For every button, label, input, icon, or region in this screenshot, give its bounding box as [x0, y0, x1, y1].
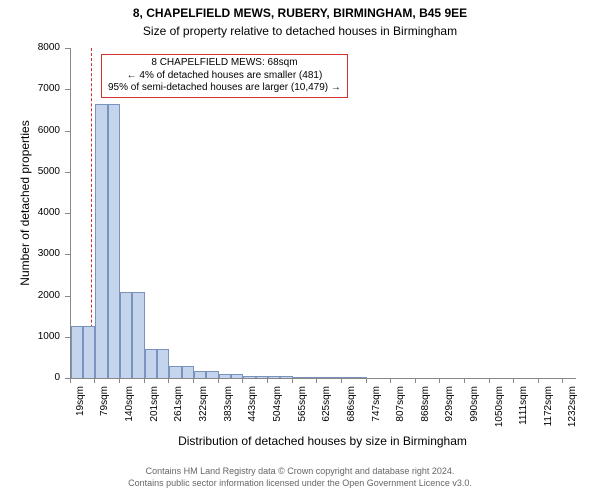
- x-tick-mark: [267, 378, 268, 383]
- x-tick-label: 565sqm: [297, 386, 308, 436]
- plot-area: 8 CHAPELFIELD MEWS: 68sqm← 4% of detache…: [70, 48, 576, 379]
- x-tick-label: 868sqm: [420, 386, 431, 436]
- histogram-bar: [182, 366, 194, 378]
- footer-attribution: Contains HM Land Registry data © Crown c…: [0, 466, 600, 489]
- x-tick-label: 261sqm: [173, 386, 184, 436]
- x-tick-mark: [562, 378, 563, 383]
- x-tick-mark: [119, 378, 120, 383]
- y-tick-mark: [65, 48, 70, 49]
- histogram-bar: [243, 376, 256, 378]
- y-tick-mark: [65, 337, 70, 338]
- x-tick-mark: [193, 378, 194, 383]
- histogram-bar: [206, 371, 219, 378]
- histogram-bar: [108, 104, 120, 378]
- x-tick-mark: [489, 378, 490, 383]
- annotation-line: 8 CHAPELFIELD MEWS: 68sqm: [108, 57, 341, 70]
- x-tick-label: 807sqm: [395, 386, 406, 436]
- y-tick-label: 6000: [0, 125, 60, 136]
- chart-title-line1: 8, CHAPELFIELD MEWS, RUBERY, BIRMINGHAM,…: [0, 6, 600, 20]
- x-tick-label: 1232sqm: [567, 386, 578, 436]
- chart-title-line2: Size of property relative to detached ho…: [0, 24, 600, 38]
- y-tick-mark: [65, 296, 70, 297]
- x-tick-label: 990sqm: [469, 386, 480, 436]
- y-tick-mark: [65, 172, 70, 173]
- histogram-bar: [157, 349, 169, 378]
- x-tick-mark: [439, 378, 440, 383]
- y-tick-label: 1000: [0, 331, 60, 342]
- y-tick-mark: [65, 254, 70, 255]
- x-tick-label: 1050sqm: [494, 386, 505, 436]
- x-tick-mark: [366, 378, 367, 383]
- x-tick-mark: [242, 378, 243, 383]
- x-tick-label: 79sqm: [99, 386, 110, 436]
- annotation-box: 8 CHAPELFIELD MEWS: 68sqm← 4% of detache…: [101, 54, 348, 98]
- x-tick-label: 1111sqm: [518, 386, 529, 436]
- y-tick-mark: [65, 89, 70, 90]
- y-tick-label: 0: [0, 372, 60, 383]
- x-tick-label: 747sqm: [371, 386, 382, 436]
- histogram-bar: [317, 377, 330, 378]
- histogram-bar: [132, 292, 145, 378]
- x-axis-label: Distribution of detached houses by size …: [70, 434, 575, 448]
- x-tick-mark: [70, 378, 71, 383]
- x-tick-mark: [390, 378, 391, 383]
- y-tick-label: 5000: [0, 166, 60, 177]
- x-tick-label: 322sqm: [198, 386, 209, 436]
- x-tick-mark: [538, 378, 539, 383]
- histogram-bar: [120, 292, 132, 378]
- histogram-bar: [342, 377, 354, 378]
- footer-line1: Contains HM Land Registry data © Crown c…: [0, 466, 600, 478]
- histogram-bar: [169, 366, 182, 378]
- x-tick-label: 625sqm: [321, 386, 332, 436]
- histogram-bar: [194, 371, 206, 378]
- annotation-line: ← 4% of detached houses are smaller (481…: [108, 70, 341, 83]
- x-tick-label: 1172sqm: [543, 386, 554, 436]
- x-tick-label: 140sqm: [124, 386, 135, 436]
- y-tick-mark: [65, 131, 70, 132]
- histogram-bar: [268, 376, 280, 378]
- histogram-bar: [95, 104, 108, 378]
- x-tick-mark: [415, 378, 416, 383]
- x-tick-mark: [94, 378, 95, 383]
- histogram-bar: [83, 326, 95, 378]
- x-tick-mark: [341, 378, 342, 383]
- x-tick-mark: [513, 378, 514, 383]
- y-tick-label: 8000: [0, 42, 60, 53]
- x-tick-label: 504sqm: [272, 386, 283, 436]
- histogram-bar: [219, 374, 231, 378]
- histogram-bar: [71, 326, 83, 378]
- x-tick-label: 443sqm: [247, 386, 258, 436]
- x-tick-mark: [464, 378, 465, 383]
- x-tick-label: 383sqm: [223, 386, 234, 436]
- footer-line2: Contains public sector information licen…: [0, 478, 600, 490]
- histogram-bar: [145, 349, 157, 378]
- y-tick-label: 2000: [0, 290, 60, 301]
- x-tick-mark: [316, 378, 317, 383]
- y-tick-label: 7000: [0, 83, 60, 94]
- y-tick-mark: [65, 213, 70, 214]
- y-tick-label: 3000: [0, 248, 60, 259]
- x-tick-label: 201sqm: [149, 386, 160, 436]
- x-tick-mark: [168, 378, 169, 383]
- x-tick-label: 929sqm: [444, 386, 455, 436]
- histogram-bar: [293, 377, 305, 378]
- x-tick-mark: [218, 378, 219, 383]
- y-tick-label: 4000: [0, 207, 60, 218]
- x-tick-label: 686sqm: [346, 386, 357, 436]
- x-tick-mark: [144, 378, 145, 383]
- chart-container: 8, CHAPELFIELD MEWS, RUBERY, BIRMINGHAM,…: [0, 0, 600, 500]
- x-tick-mark: [292, 378, 293, 383]
- annotation-line: 95% of semi-detached houses are larger (…: [108, 82, 341, 95]
- x-tick-label: 19sqm: [75, 386, 86, 436]
